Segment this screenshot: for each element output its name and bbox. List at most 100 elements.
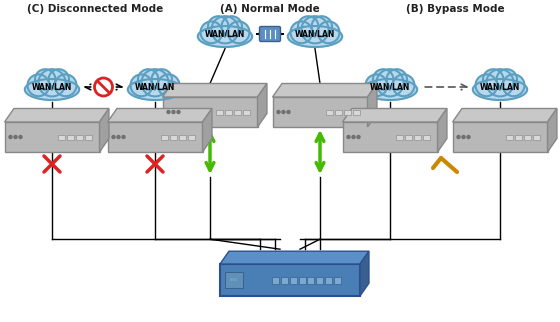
Bar [324, 277, 332, 284]
FancyBboxPatch shape [343, 122, 437, 152]
FancyBboxPatch shape [220, 264, 360, 296]
Polygon shape [548, 109, 557, 152]
Bar [242, 109, 250, 115]
Ellipse shape [288, 26, 342, 47]
Text: WAN/LAN: WAN/LAN [32, 82, 72, 91]
Bar [334, 277, 340, 284]
Polygon shape [203, 109, 212, 152]
Bar [216, 109, 223, 115]
FancyBboxPatch shape [452, 122, 548, 152]
Circle shape [475, 74, 497, 96]
Bar [161, 135, 168, 139]
Text: (A) Normal Mode: (A) Normal Mode [220, 4, 320, 14]
Circle shape [9, 136, 12, 138]
Bar [67, 135, 74, 139]
Polygon shape [162, 83, 267, 97]
Bar [506, 135, 513, 139]
Polygon shape [273, 83, 377, 97]
Circle shape [467, 136, 470, 138]
Ellipse shape [128, 79, 182, 100]
Circle shape [366, 74, 388, 96]
Bar [515, 135, 522, 139]
Bar [281, 277, 287, 284]
Ellipse shape [25, 79, 79, 100]
Circle shape [298, 16, 319, 37]
Circle shape [457, 136, 460, 138]
Bar [326, 109, 333, 115]
Bar [272, 277, 278, 284]
Circle shape [14, 136, 17, 138]
Bar [58, 135, 65, 139]
Circle shape [112, 136, 115, 138]
Circle shape [27, 74, 49, 96]
Text: WAN/LAN: WAN/LAN [205, 30, 245, 39]
Polygon shape [343, 109, 447, 122]
Bar [170, 135, 177, 139]
Ellipse shape [473, 79, 527, 100]
Polygon shape [437, 109, 447, 152]
Circle shape [200, 22, 222, 43]
Circle shape [357, 136, 360, 138]
Circle shape [212, 16, 239, 43]
Circle shape [347, 136, 350, 138]
Bar [315, 277, 323, 284]
Bar [179, 135, 186, 139]
Ellipse shape [198, 26, 252, 47]
Circle shape [228, 22, 250, 43]
Polygon shape [4, 109, 109, 122]
Circle shape [95, 78, 113, 96]
Polygon shape [220, 251, 369, 264]
Bar [298, 277, 306, 284]
Circle shape [122, 136, 125, 138]
Bar [306, 277, 314, 284]
Polygon shape [258, 83, 267, 127]
Circle shape [277, 110, 280, 113]
FancyBboxPatch shape [259, 26, 281, 42]
Bar [533, 135, 540, 139]
Circle shape [158, 74, 179, 96]
Circle shape [130, 74, 152, 96]
Text: WAN/LAN: WAN/LAN [135, 82, 175, 91]
Circle shape [291, 22, 312, 43]
Bar [76, 135, 83, 139]
Polygon shape [108, 109, 212, 122]
Bar [524, 135, 531, 139]
Circle shape [287, 110, 290, 113]
Bar [335, 109, 342, 115]
Circle shape [141, 69, 169, 96]
Circle shape [503, 74, 525, 96]
Circle shape [318, 22, 339, 43]
FancyBboxPatch shape [4, 122, 100, 152]
Bar [405, 135, 412, 139]
FancyBboxPatch shape [108, 122, 203, 152]
Circle shape [373, 69, 393, 90]
Circle shape [55, 74, 77, 96]
Circle shape [177, 110, 180, 113]
Text: LED: LED [230, 278, 238, 282]
Bar [344, 109, 351, 115]
Bar [188, 135, 195, 139]
Bar [225, 272, 243, 288]
Circle shape [39, 69, 66, 96]
Ellipse shape [363, 79, 417, 100]
FancyBboxPatch shape [273, 97, 367, 127]
Polygon shape [360, 251, 369, 296]
Circle shape [49, 69, 69, 90]
Polygon shape [367, 83, 377, 127]
Bar [396, 135, 403, 139]
Circle shape [19, 136, 22, 138]
Text: WAN/LAN: WAN/LAN [370, 82, 410, 91]
Circle shape [311, 16, 332, 37]
Circle shape [301, 16, 329, 43]
Bar [85, 135, 92, 139]
Circle shape [497, 69, 517, 90]
Circle shape [152, 69, 172, 90]
Bar [225, 109, 232, 115]
Circle shape [138, 69, 158, 90]
Circle shape [462, 136, 465, 138]
Polygon shape [452, 109, 557, 122]
Circle shape [386, 69, 407, 90]
FancyBboxPatch shape [162, 97, 258, 127]
Circle shape [117, 136, 120, 138]
Circle shape [376, 69, 404, 96]
